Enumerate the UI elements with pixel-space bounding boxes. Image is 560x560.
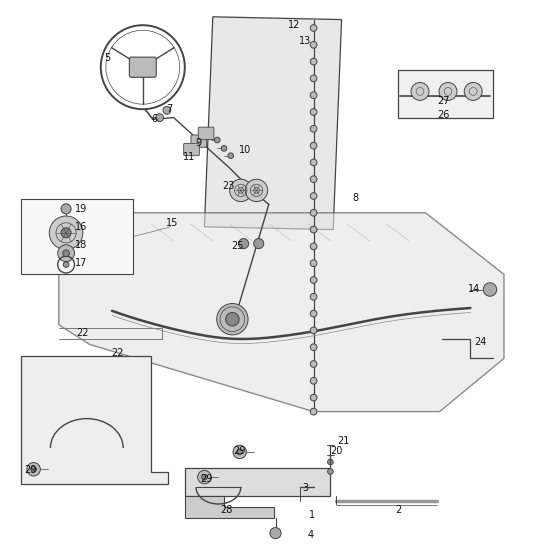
Circle shape [228,153,234,158]
Text: 2: 2 [395,505,402,515]
Bar [398,70,493,118]
Circle shape [310,277,317,283]
Text: 25: 25 [232,241,244,251]
Circle shape [27,463,40,476]
Text: 29: 29 [25,465,37,475]
Text: 24: 24 [474,337,487,347]
Text: 27: 27 [437,96,450,106]
Circle shape [63,250,69,256]
Text: 10: 10 [239,145,251,155]
Circle shape [31,466,36,472]
Text: 11: 11 [183,152,195,162]
Circle shape [233,445,246,459]
Circle shape [202,474,207,480]
Circle shape [217,304,248,335]
Polygon shape [185,496,274,518]
Polygon shape [204,17,342,230]
Text: 4: 4 [308,530,314,540]
Circle shape [310,58,317,65]
Text: 16: 16 [75,222,87,232]
Circle shape [328,469,333,474]
Circle shape [464,82,482,100]
Circle shape [310,25,317,31]
Polygon shape [59,213,504,412]
Circle shape [310,75,317,82]
Text: 5: 5 [104,53,111,63]
Circle shape [439,82,457,100]
Circle shape [310,92,317,99]
Circle shape [310,209,317,216]
Circle shape [163,106,171,114]
Bar [21,199,133,274]
Text: 29: 29 [200,474,212,484]
Circle shape [310,310,317,317]
FancyBboxPatch shape [129,57,156,77]
Text: 6: 6 [152,114,157,124]
Text: 12: 12 [288,20,301,30]
Text: 1: 1 [309,510,315,520]
Text: 15: 15 [166,218,178,228]
Text: 28: 28 [221,505,233,515]
Circle shape [245,179,268,202]
Circle shape [310,361,317,367]
Circle shape [61,204,71,214]
Circle shape [58,245,74,262]
Circle shape [310,394,317,401]
FancyBboxPatch shape [191,135,207,147]
Text: 3: 3 [303,483,309,493]
Text: 26: 26 [437,110,450,120]
Text: 22: 22 [111,348,124,358]
Circle shape [310,377,317,384]
FancyBboxPatch shape [198,127,214,139]
Circle shape [221,146,227,151]
Circle shape [310,327,317,334]
Circle shape [49,216,83,250]
Circle shape [310,159,317,166]
Circle shape [310,293,317,300]
Text: 20: 20 [330,446,342,456]
Circle shape [411,82,429,100]
Circle shape [270,528,281,539]
Circle shape [310,260,317,267]
Text: 29: 29 [234,446,246,456]
Polygon shape [21,356,168,484]
Circle shape [237,449,242,455]
Text: 18: 18 [75,240,87,250]
Circle shape [310,142,317,149]
Circle shape [310,243,317,250]
Text: 17: 17 [75,258,87,268]
Circle shape [483,283,497,296]
Circle shape [310,176,317,183]
Circle shape [310,125,317,132]
Circle shape [254,239,264,249]
Text: 9: 9 [195,138,201,148]
Circle shape [310,408,317,415]
Text: 22: 22 [77,328,89,338]
Circle shape [198,470,211,484]
Text: 8: 8 [352,193,358,203]
Circle shape [61,228,71,238]
Text: 19: 19 [75,204,87,214]
Text: 13: 13 [299,36,311,46]
Text: 21: 21 [338,436,350,446]
Circle shape [226,312,239,326]
Polygon shape [185,468,330,496]
Circle shape [310,193,317,199]
Circle shape [156,114,164,122]
Circle shape [310,41,317,48]
FancyBboxPatch shape [184,143,199,156]
Circle shape [214,137,220,143]
Circle shape [230,179,252,202]
Text: 7: 7 [166,104,172,114]
Text: 23: 23 [222,181,235,191]
Circle shape [310,226,317,233]
Circle shape [328,459,333,465]
Circle shape [310,344,317,351]
Text: 14: 14 [468,284,480,294]
Circle shape [63,262,69,267]
Circle shape [239,239,249,249]
Circle shape [310,109,317,115]
